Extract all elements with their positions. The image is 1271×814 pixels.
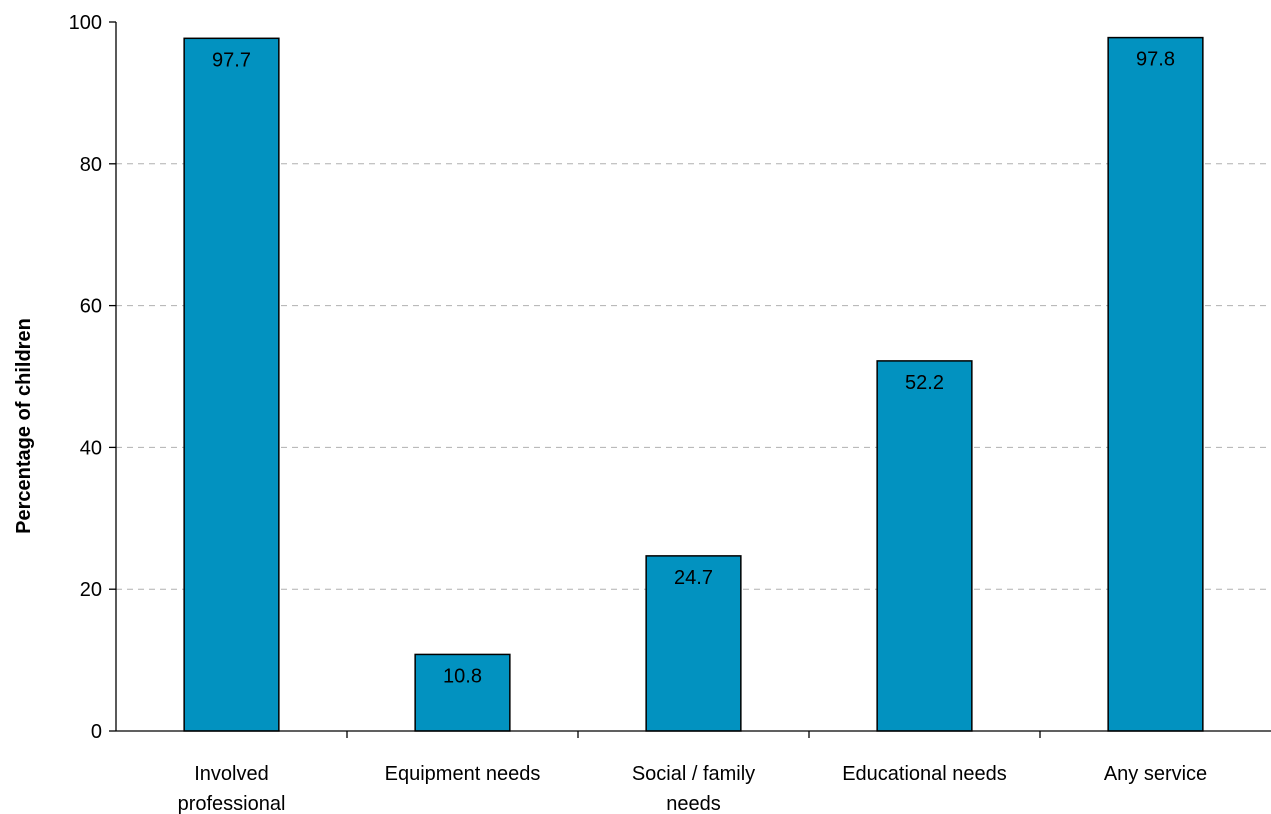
data-label: 52.2	[905, 372, 944, 394]
bar	[414, 653, 511, 732]
y-tick-label: 60	[80, 296, 102, 318]
data-label: 97.7	[212, 49, 251, 71]
labels: 0 20 40 60 80 100 97.7 Involved professional 10.8…	[69, 12, 1208, 814]
data-label: 10.8	[443, 665, 482, 687]
bar	[183, 37, 280, 732]
gridlines	[116, 163, 1271, 590]
bar	[1107, 36, 1204, 732]
y-tick-label: 80	[80, 154, 102, 176]
y-tick-label: 100	[69, 12, 102, 34]
x-category-label: Social / family	[632, 763, 755, 785]
x-category-label: Any service	[1104, 763, 1207, 785]
bars	[183, 36, 1204, 732]
x-category-label: Involved	[194, 763, 269, 785]
bar	[876, 360, 973, 732]
x-category-label: Equipment needs	[385, 763, 541, 785]
y-axis-title: Percentage of children	[13, 318, 35, 534]
y-tick-label: 40	[80, 437, 102, 459]
data-label: 97.8	[1136, 49, 1175, 71]
data-label: 24.7	[674, 567, 713, 589]
y-tick-label: 20	[80, 579, 102, 601]
x-category-label: needs	[666, 793, 721, 814]
x-category-label: Educational needs	[842, 763, 1007, 785]
axes	[109, 21, 1271, 738]
y-tick-label: 0	[91, 721, 102, 743]
x-category-label: professional	[178, 793, 286, 814]
